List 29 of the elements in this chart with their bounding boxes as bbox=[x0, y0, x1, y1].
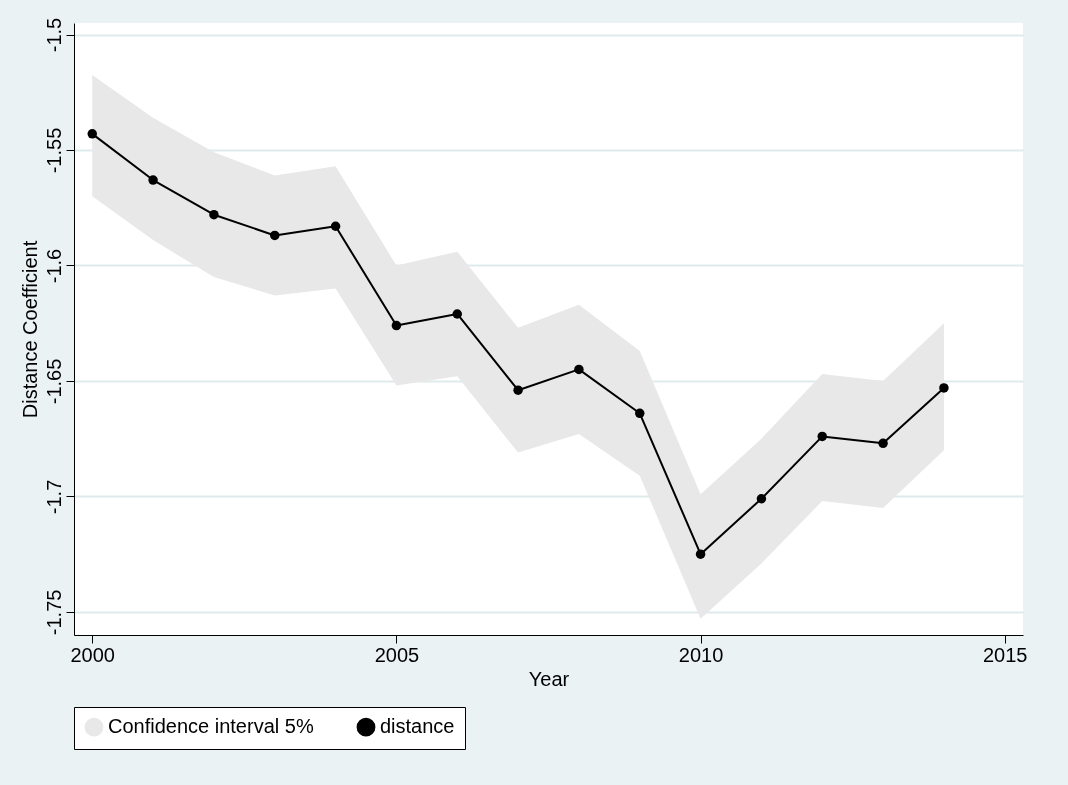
legend-label: distance bbox=[380, 715, 455, 738]
text: Confidence interval 5% bbox=[108, 715, 314, 738]
point bbox=[756, 494, 767, 504]
y-tick-label: -1.7 bbox=[42, 479, 65, 515]
x-tick-label: 2005 bbox=[374, 643, 420, 666]
point bbox=[148, 175, 158, 185]
point bbox=[635, 408, 645, 419]
point bbox=[452, 309, 462, 319]
x-axis-title: Year bbox=[528, 667, 570, 690]
point bbox=[939, 383, 949, 393]
point bbox=[209, 209, 219, 220]
y-axis-title: Distance Coefficient bbox=[18, 240, 41, 419]
x-tick-label: 2015 bbox=[983, 643, 1028, 666]
point bbox=[391, 320, 402, 331]
point bbox=[695, 549, 706, 559]
x-tick-label: 2000 bbox=[70, 643, 115, 666]
point bbox=[87, 129, 97, 139]
y-tick-label: -1.75 bbox=[42, 589, 65, 636]
point bbox=[574, 364, 584, 375]
point bbox=[270, 230, 280, 241]
y-tick-label: -1.5 bbox=[42, 17, 65, 53]
y-tick-label: -1.65 bbox=[42, 358, 65, 405]
y-tick-label: -1.55 bbox=[42, 127, 65, 174]
y-tick-label: -1.6 bbox=[42, 248, 65, 284]
point bbox=[817, 431, 827, 442]
point bbox=[513, 385, 523, 395]
point bbox=[878, 438, 888, 449]
point bbox=[330, 221, 341, 231]
x-tick-label: 2010 bbox=[678, 643, 724, 666]
